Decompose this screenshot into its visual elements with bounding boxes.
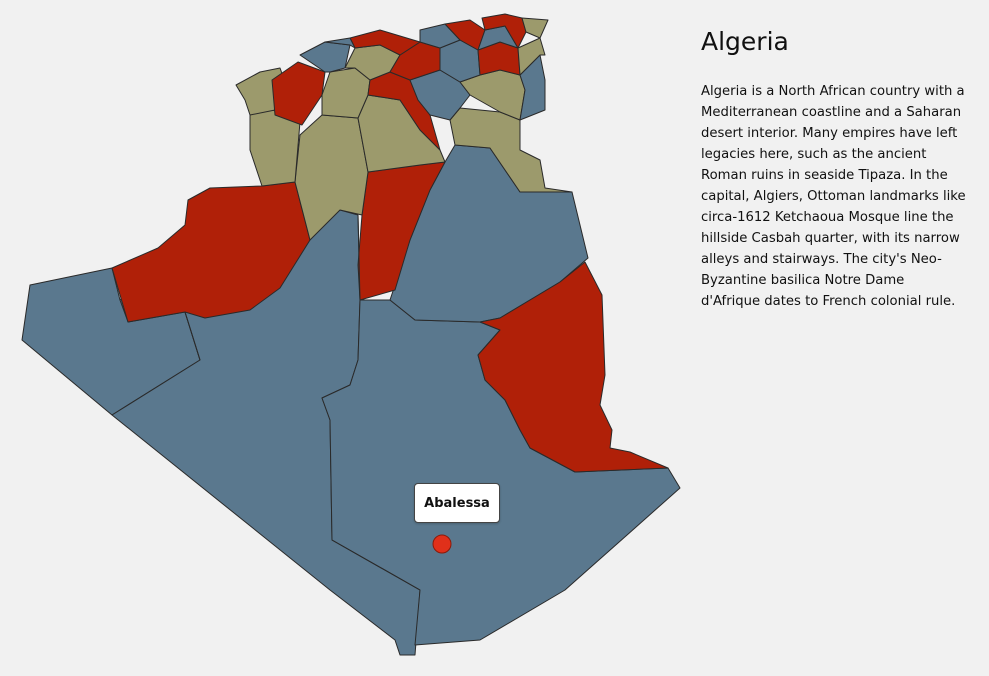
region-algiers[interactable] bbox=[349, 29, 421, 56]
country-description: Algeria is a North African country with … bbox=[701, 84, 966, 309]
region-illizi[interactable] bbox=[477, 261, 669, 473]
hover-label-text: Abalessa bbox=[424, 495, 490, 511]
region-chlef[interactable] bbox=[324, 37, 356, 49]
country-title: Algeria bbox=[701, 27, 789, 56]
algeria-map[interactable] bbox=[0, 0, 700, 676]
map-container[interactable]: Abalessa bbox=[0, 0, 700, 676]
region-skikda[interactable] bbox=[481, 13, 527, 49]
hover-label: Abalessa bbox=[414, 483, 500, 523]
info-panel: Algeria Algeria is a North African count… bbox=[701, 26, 966, 312]
region-souk-ahras[interactable] bbox=[517, 37, 546, 76]
region-annaba[interactable] bbox=[521, 17, 549, 39]
region-tebessa[interactable] bbox=[519, 54, 546, 121]
